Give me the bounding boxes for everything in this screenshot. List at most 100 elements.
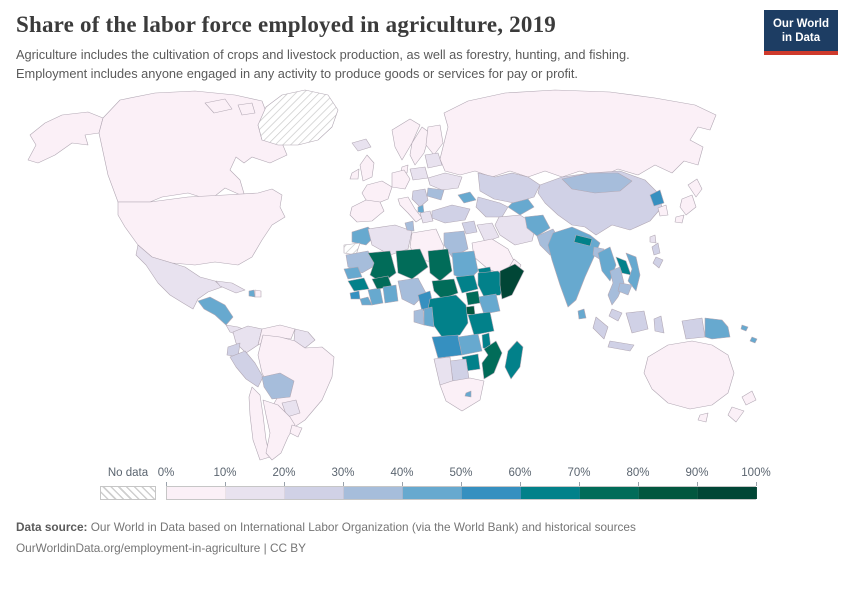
country-mexico[interactable] [135,245,223,310]
country-vanuatu[interactable] [749,337,758,344]
country-botswana[interactable] [449,359,470,382]
country-kenya[interactable] [477,294,501,315]
country-peru[interactable] [229,351,264,388]
country-tanzania[interactable] [467,312,495,336]
country-cambodia[interactable] [617,283,633,296]
country-argentina[interactable] [262,400,296,461]
country-guinea[interactable] [347,278,370,292]
country-philippines-south[interactable] [652,257,664,269]
country-guyanas[interactable] [293,329,316,349]
country-malaysia[interactable] [608,309,623,322]
country-rwanda-burundi[interactable] [465,306,476,316]
country-india[interactable] [547,227,601,308]
country-haiti[interactable] [248,290,256,298]
country-poland[interactable] [409,167,429,181]
country-turkey[interactable] [431,205,471,224]
source-url-line[interactable]: OurWorldinData.org/employment-in-agricul… [16,541,307,556]
country-indonesia-sumatra[interactable] [592,317,609,340]
country-iceland[interactable] [351,139,372,152]
country-italy[interactable] [397,197,423,223]
country-congo[interactable] [423,307,435,328]
country-central-america[interactable] [197,297,234,326]
country-niger[interactable] [395,249,429,280]
country-bolivia[interactable] [261,373,295,400]
country-levant[interactable] [461,221,478,235]
country-japan[interactable] [679,195,697,216]
country-dominican-republic[interactable] [254,290,262,298]
country-balkans[interactable] [411,189,429,208]
country-iraq[interactable] [476,223,500,243]
country-united-states-alaska[interactable] [27,112,104,164]
country-japan-south[interactable] [674,215,685,224]
country-tunisia[interactable] [404,221,415,232]
country-ukraine[interactable] [427,173,463,191]
country-afghanistan[interactable] [524,215,551,237]
legend-band[interactable] [521,487,580,500]
country-gabon[interactable] [413,309,425,326]
country-philippines-north[interactable] [651,243,661,256]
country-canada-arctic-1[interactable] [204,99,233,114]
country-romania[interactable] [426,188,445,201]
country-kyrgyzstan-tajikistan[interactable] [507,199,535,216]
legend-band[interactable] [344,487,403,500]
country-angola[interactable] [431,335,463,359]
country-central-europe[interactable] [391,170,411,190]
country-baltics[interactable] [424,153,443,169]
country-uganda[interactable] [465,291,481,306]
country-south-sudan[interactable] [455,275,479,294]
country-uruguay[interactable] [289,425,303,438]
legend-band[interactable] [285,487,344,500]
country-canada[interactable] [98,91,288,203]
country-senegal[interactable] [343,267,363,280]
country-kazakhstan[interactable] [477,173,541,204]
country-greenland[interactable] [257,90,339,146]
country-china[interactable] [537,171,663,236]
country-cuba[interactable] [215,281,246,294]
country-indonesia-borneo[interactable] [625,311,649,334]
country-australia-tasmania[interactable] [697,413,709,423]
country-south-africa[interactable] [439,378,485,412]
country-zambia[interactable] [457,334,483,356]
country-chad[interactable] [427,249,453,282]
owid-logo[interactable]: Our World in Data [763,10,838,55]
country-japan-north[interactable] [687,179,703,198]
country-dr-congo[interactable] [427,295,469,338]
country-madagascar[interactable] [504,341,524,380]
country-papua-new-guinea[interactable] [704,318,731,340]
country-taiwan[interactable] [649,235,657,244]
country-mozambique[interactable] [481,341,503,380]
country-north-korea[interactable] [649,190,665,207]
country-ghana-togo-benin[interactable] [382,285,399,304]
country-ireland[interactable] [349,169,360,180]
legend-band[interactable] [167,487,226,500]
country-somalia[interactable] [499,264,525,300]
legend-no-data-swatch[interactable] [100,486,156,501]
country-mongolia[interactable] [561,173,633,194]
country-sweden[interactable] [409,127,431,166]
country-thailand[interactable] [607,267,625,306]
country-canada-arctic-2[interactable] [237,103,256,116]
legend-band[interactable] [639,487,698,500]
country-united-kingdom[interactable] [359,155,375,182]
country-sri-lanka[interactable] [577,309,587,320]
country-caucasus[interactable] [457,192,477,204]
country-lesotho[interactable] [464,391,472,398]
legend-band[interactable] [226,487,285,500]
country-france[interactable] [361,181,393,204]
country-iberia[interactable] [349,200,385,223]
country-sierra-leone[interactable] [349,291,361,300]
country-indonesia-sulawesi[interactable] [653,316,665,334]
legend-band[interactable] [580,487,639,500]
country-new-zealand-north[interactable] [741,391,757,406]
country-finland[interactable] [425,125,444,156]
legend-band[interactable] [403,487,462,500]
legend-band[interactable] [698,487,757,500]
country-namibia[interactable] [433,357,454,386]
country-ivory-coast[interactable] [367,288,384,306]
country-vietnam[interactable] [625,253,641,292]
legend-band[interactable] [462,487,521,500]
country-solomon-islands[interactable] [740,325,749,332]
country-australia[interactable] [643,341,735,410]
country-nepal[interactable] [573,235,593,247]
country-indonesia-west-papua[interactable] [681,318,706,340]
